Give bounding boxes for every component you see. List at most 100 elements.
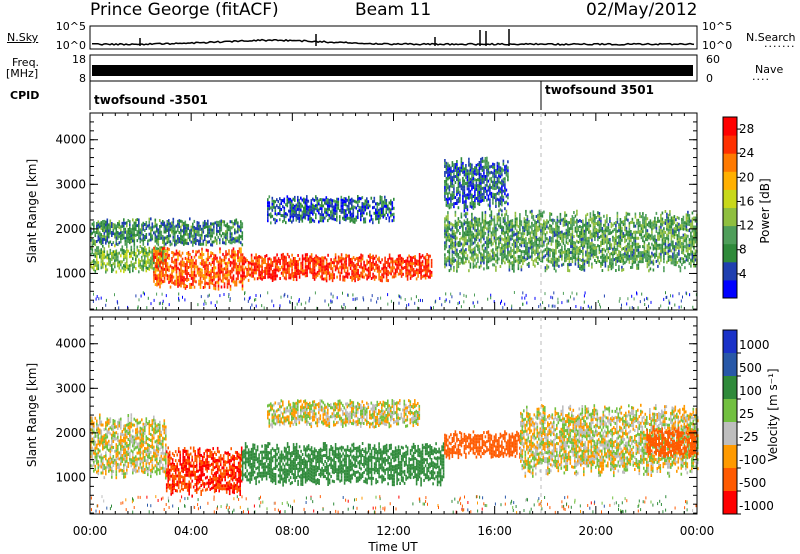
echo-cell [688, 214, 691, 218]
echo-cell [174, 234, 176, 238]
echo-cell [616, 211, 619, 215]
echo-cell [295, 275, 298, 279]
echo-cell [369, 210, 371, 214]
echo-cell [351, 257, 353, 261]
echo-cell [609, 238, 611, 241]
echo-cell [625, 247, 628, 251]
echo-cell [519, 237, 521, 241]
echo-cell [534, 264, 536, 268]
echo-cell [564, 253, 566, 257]
echo-cell [412, 255, 415, 259]
echo-cell [667, 249, 670, 253]
echo-cell [471, 187, 473, 191]
echo-cell [634, 212, 637, 216]
echo-cell [298, 272, 301, 276]
echo-cell [567, 266, 569, 269]
echo-cell [195, 253, 197, 257]
echo-cell [132, 251, 134, 255]
echo-cell [612, 262, 614, 266]
echo-cell [649, 246, 652, 250]
echo-cell [451, 262, 454, 266]
echo-cell [354, 217, 356, 221]
echo-cell [621, 265, 623, 269]
echo-cell [531, 245, 533, 249]
echo-cell [288, 197, 290, 201]
echo-cell [526, 233, 529, 237]
echo-cell [444, 171, 446, 174]
echo-cell [670, 249, 673, 253]
echo-cell [97, 229, 100, 233]
echo-cell [375, 260, 377, 264]
echo-cell [631, 262, 634, 266]
echo-cell [390, 202, 392, 206]
echo-cell [154, 268, 157, 271]
echo-cell [148, 264, 151, 268]
echo-cell [160, 258, 163, 262]
echo-cell [556, 215, 559, 219]
echo-cell [198, 227, 200, 231]
echo-cell [390, 272, 392, 276]
echo-cell [672, 228, 674, 232]
echo-cell [348, 260, 350, 264]
echo-cell [673, 260, 676, 264]
echo-cell [375, 275, 377, 279]
echo-cell [474, 193, 476, 197]
echo-cell [145, 269, 148, 273]
echo-cell [261, 265, 263, 269]
echo-cell [466, 187, 469, 191]
echo-cell [546, 231, 548, 235]
echo-cell [516, 247, 518, 251]
echo-cell [127, 267, 130, 271]
echo-cell [444, 198, 446, 201]
echo-cell [462, 252, 464, 256]
echo-cell [574, 256, 577, 260]
echo-cell [120, 228, 122, 232]
echo-cell [135, 261, 137, 264]
echo-cell [210, 275, 212, 279]
echo-cell [304, 256, 307, 260]
echo-cell [555, 230, 557, 234]
echo-cell [310, 205, 313, 209]
echo-cell [235, 239, 238, 243]
echo-cell [505, 257, 508, 261]
echo-cell [444, 165, 446, 168]
echo-cell [130, 228, 133, 232]
echo-cell [624, 237, 626, 241]
echo-cell [592, 228, 595, 232]
echo-cell [358, 199, 361, 203]
echo-cell [624, 216, 626, 220]
echo-cell [616, 235, 619, 239]
echo-cell [486, 248, 488, 252]
echo-cell [418, 268, 421, 271]
echo-cell [484, 246, 487, 250]
echo-cell [612, 253, 614, 257]
echo-cell [486, 221, 488, 225]
echo-cell [660, 249, 662, 253]
echo-cell [238, 240, 241, 244]
echo-cell [555, 257, 557, 261]
echo-cell [528, 261, 530, 265]
echo-cell [568, 269, 571, 273]
echo-cell [459, 172, 461, 176]
echo-cell [340, 201, 343, 205]
echo-cell [663, 236, 665, 240]
echo-cell [106, 262, 109, 266]
echo-cell [396, 269, 398, 273]
echo-cell [351, 206, 353, 210]
echo-cell [658, 219, 661, 223]
echo-cell [628, 233, 631, 237]
echo-cell [192, 261, 194, 265]
echo-cell [658, 252, 661, 256]
echo-cell [577, 261, 580, 265]
echo-cell [100, 260, 103, 264]
echo-cell [511, 222, 514, 226]
echo-cell [348, 216, 350, 220]
echo-cell [160, 230, 163, 234]
echo-cell [321, 201, 323, 205]
echo-cell [129, 223, 131, 227]
echo-cell [481, 235, 484, 239]
echo-cell [355, 206, 358, 210]
echo-cell [333, 264, 335, 268]
echo-cell [427, 269, 430, 273]
echo-cell [117, 243, 119, 246]
